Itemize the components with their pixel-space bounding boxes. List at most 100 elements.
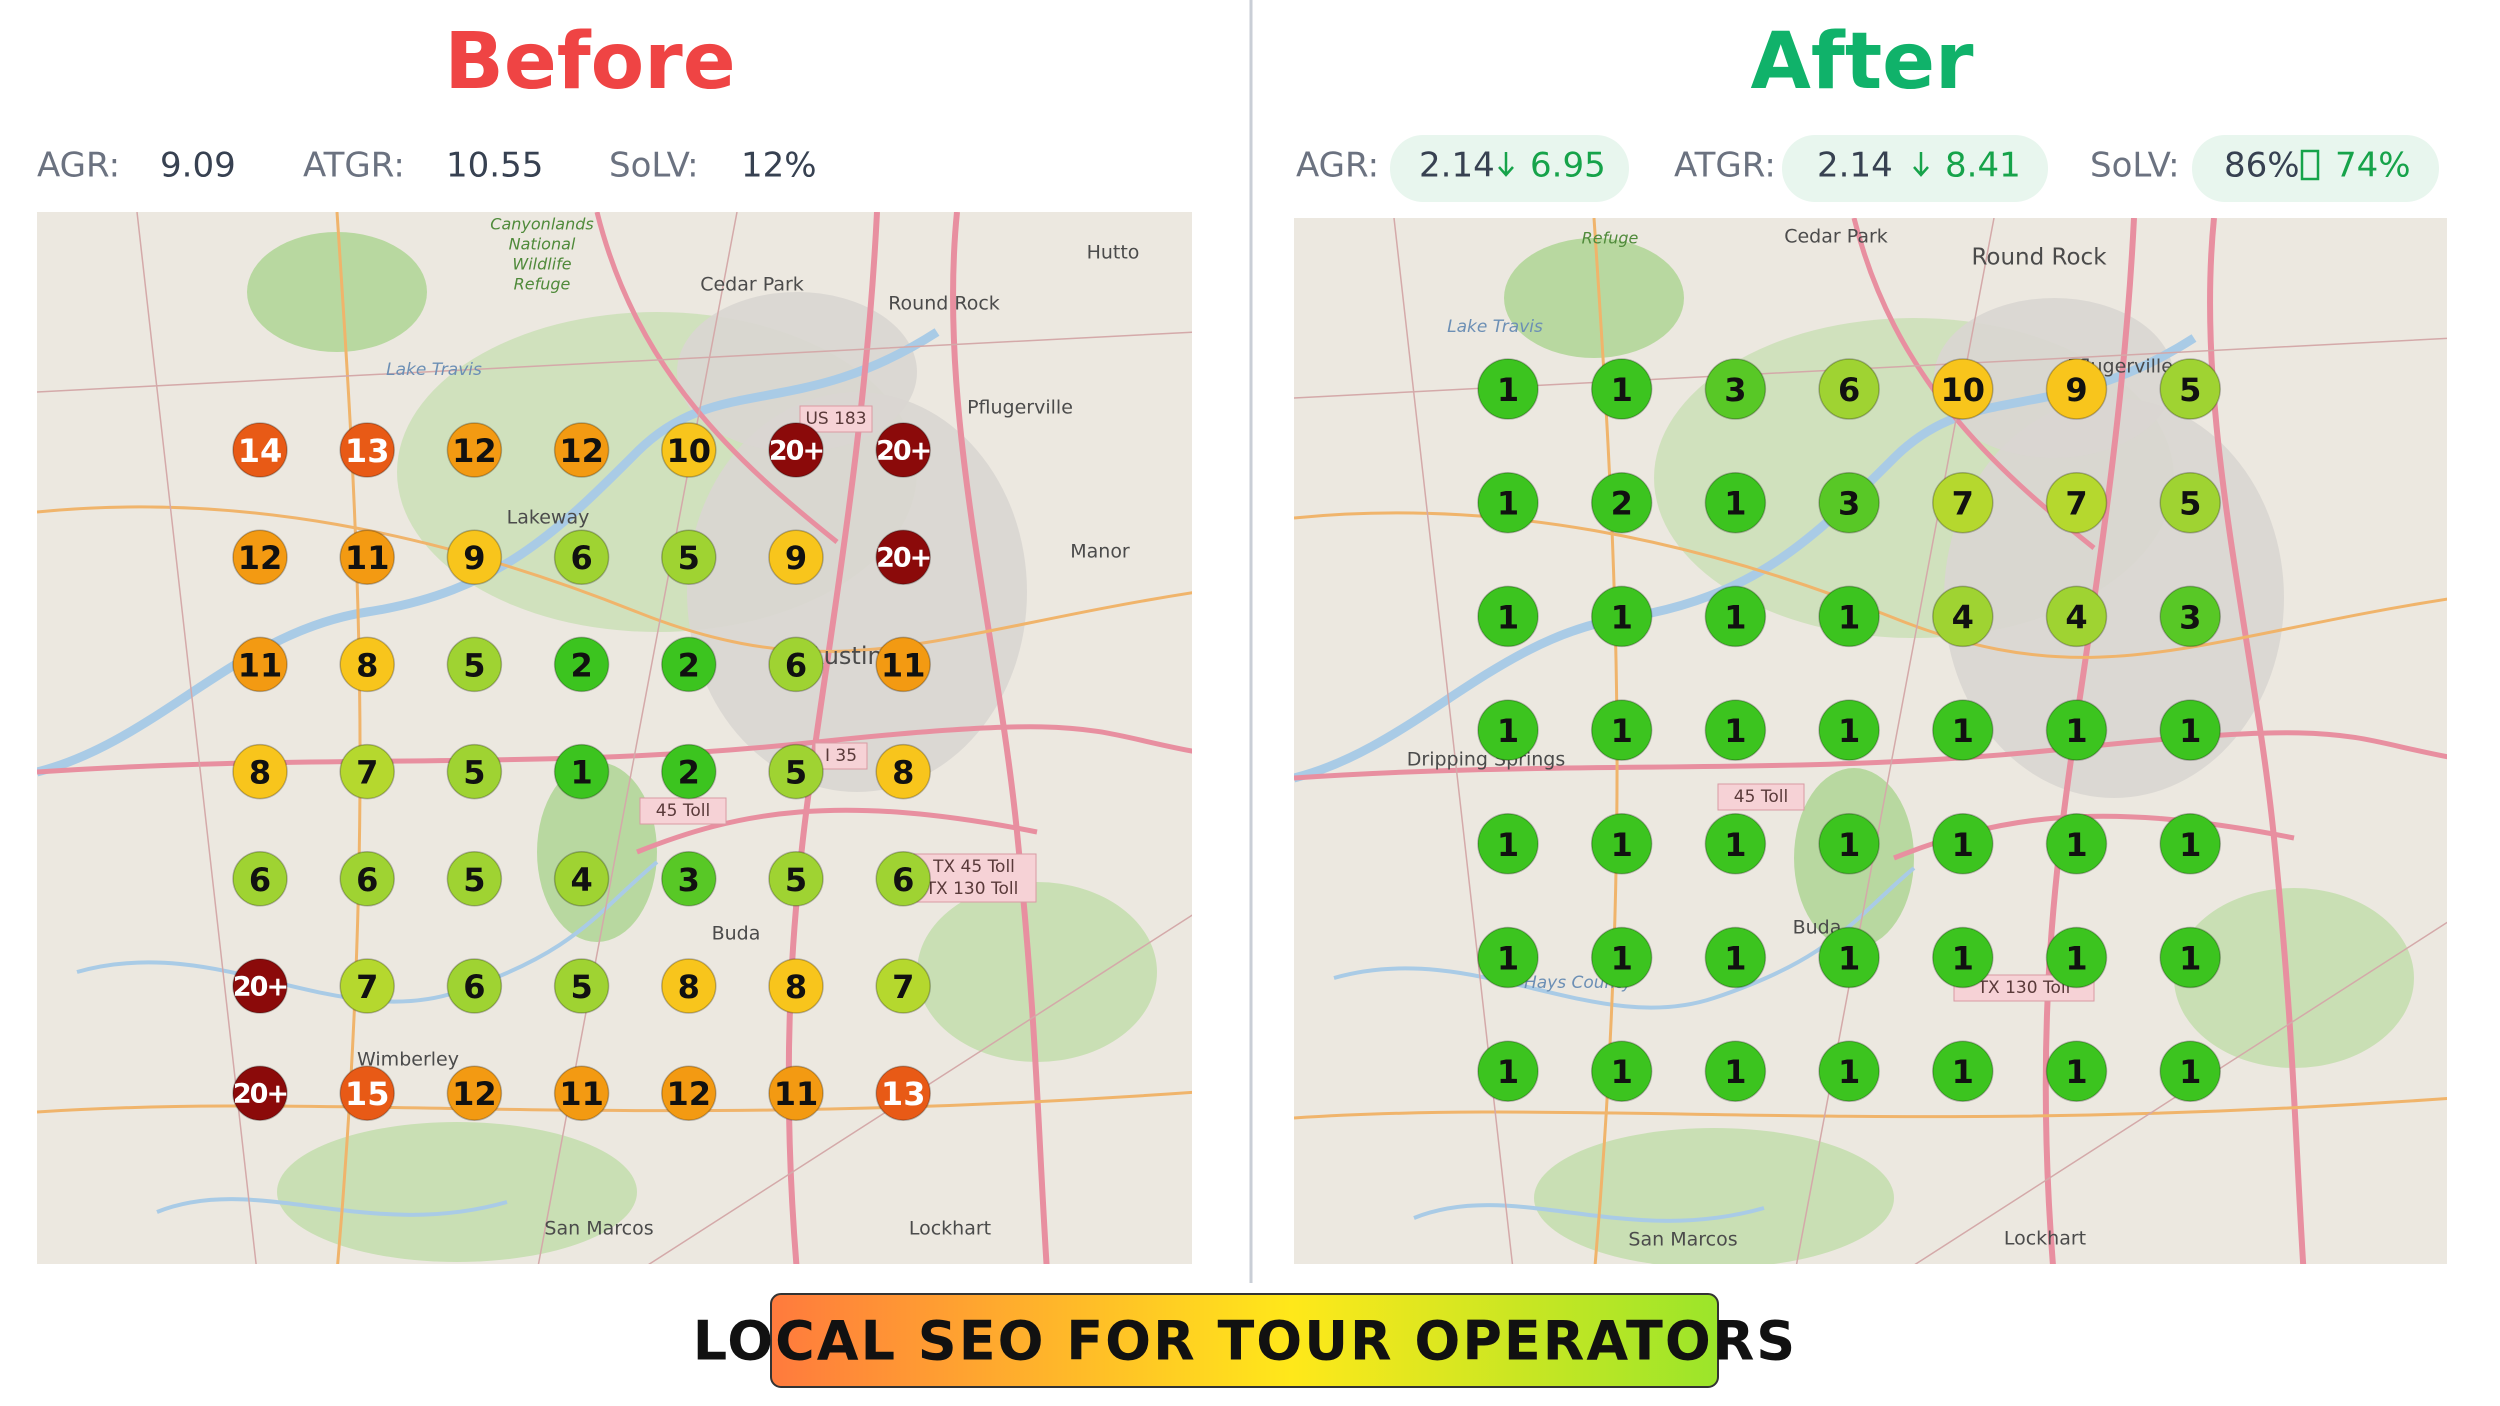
- rank-pin: [661, 422, 717, 478]
- rank-value: 3: [1838, 485, 1860, 523]
- rank-value: 1: [1952, 1053, 1974, 1091]
- rank-value: 11: [881, 646, 926, 684]
- rank-value: 1: [1952, 940, 1974, 978]
- rank-pin: [1477, 926, 1539, 989]
- rank-pin: [232, 851, 288, 907]
- rank-pin: [1932, 471, 1994, 534]
- rank-value: 9: [785, 539, 807, 577]
- rank-pin: [1477, 358, 1539, 420]
- rank-value: 1: [2065, 712, 2087, 750]
- rank-value: 1: [2179, 940, 2201, 978]
- rank-value: 13: [345, 432, 390, 470]
- rank-pin: [2159, 699, 2221, 761]
- rank-pin: [1818, 699, 1880, 761]
- rank-value: 1: [2065, 1053, 2087, 1091]
- rank-pin: [1704, 358, 1767, 420]
- rank-value: 6: [570, 539, 592, 577]
- rank-pin: [875, 743, 931, 800]
- rank-pin: [446, 1065, 503, 1121]
- metric-label: ATGR:: [303, 146, 405, 186]
- change-arrow: [1913, 152, 1929, 177]
- rank-value: 10: [1941, 371, 1986, 409]
- rank-value: 1: [1838, 826, 1860, 864]
- rank-pin: [232, 636, 288, 693]
- rank-pin: [1818, 1040, 1880, 1102]
- map-label: Lakeway: [507, 507, 590, 529]
- rank-pin: [1590, 926, 1653, 989]
- rank-pin: [2159, 471, 2221, 534]
- rank-pin: [1477, 813, 1539, 875]
- rank-pin: [1590, 358, 1653, 420]
- change-arrow: [1498, 152, 1514, 177]
- rank-pin: [553, 1065, 610, 1121]
- map-label: TX 45 Toll: [932, 857, 1015, 877]
- rank-pin: [446, 851, 503, 907]
- rank-pin: [553, 958, 610, 1014]
- rank-pin: [1932, 1040, 1994, 1102]
- rank-value: 5: [678, 539, 700, 577]
- rank-value: 12: [667, 1075, 712, 1113]
- rank-value: 8: [356, 646, 378, 684]
- rank-value: 10: [667, 432, 712, 470]
- map-label: San Marcos: [1628, 1229, 1737, 1251]
- map-label: Manor: [1070, 541, 1130, 563]
- rank-value: 14: [238, 432, 283, 470]
- map-label: Lake Travis: [386, 360, 482, 380]
- metric-label: AGR:: [1296, 146, 1379, 186]
- rank-pin: [1590, 1040, 1653, 1102]
- rank-pin: [1590, 699, 1653, 761]
- map-label: Cedar Park: [1784, 226, 1888, 248]
- rank-pin: [339, 636, 395, 693]
- rank-pin: [232, 958, 288, 1014]
- metric-pill: [2192, 135, 2439, 202]
- rank-pin: [661, 851, 717, 907]
- rank-pin: [1818, 926, 1880, 989]
- rank-pin: [1704, 471, 1767, 534]
- metric-value: 12%: [741, 146, 817, 186]
- rank-pin: [1590, 813, 1653, 875]
- rank-value: 6: [463, 968, 485, 1006]
- rank-pin: [339, 1065, 395, 1121]
- rank-value: 8: [249, 754, 271, 792]
- rank-pin: [446, 636, 503, 693]
- rank-pin: [1477, 585, 1539, 648]
- rank-value: 5: [570, 968, 592, 1006]
- rank-value: 1: [1724, 485, 1746, 523]
- rank-value: 5: [2179, 371, 2201, 409]
- rank-pin: [1477, 471, 1539, 534]
- rank-pin: [875, 422, 931, 478]
- rank-pin: [2159, 813, 2221, 875]
- rank-pin: [446, 422, 503, 478]
- rank-value: 4: [1952, 598, 1974, 636]
- map-label: Round Rock: [1971, 245, 2107, 271]
- rank-value: 1: [1838, 940, 1860, 978]
- rank-pin: [875, 851, 931, 907]
- map-label: US 183: [805, 409, 866, 429]
- rank-pin: [768, 1065, 824, 1121]
- rank-pin: [768, 422, 824, 478]
- rank-value: 20+: [876, 543, 930, 574]
- rank-pin: [661, 958, 717, 1014]
- rank-value: 1: [1724, 940, 1746, 978]
- map-label: TX 130 Toll: [1977, 978, 2071, 998]
- rank-value: 11: [238, 646, 283, 684]
- map-label: National: [509, 235, 576, 254]
- rank-value: 1: [1611, 598, 1633, 636]
- rank-pin: [2159, 585, 2221, 648]
- rank-pin: [2045, 813, 2108, 875]
- rank-value: 13: [881, 1075, 926, 1113]
- rank-grid: 1 1 3 6 10 9 5 1 2 1 3 7 7 5 1 1 1 1 4 4 3 1 1 1 1 1 1 1 1 1 1 1 1 1 1 1 1 1 1…: [1477, 358, 2221, 1102]
- rank-pin: [1704, 699, 1767, 761]
- rank-pin: [2045, 1040, 2108, 1102]
- rank-pin: [2045, 926, 2108, 989]
- map-label: Buda: [712, 923, 761, 945]
- rank-pin: [1590, 585, 1653, 648]
- rank-pin: [1704, 1040, 1767, 1102]
- map-label: Refuge: [514, 275, 571, 294]
- rank-pin: [2045, 471, 2108, 534]
- rank-value: 11: [345, 539, 390, 577]
- map-label: Cedar Park: [700, 274, 804, 296]
- rank-value: 2: [678, 754, 700, 792]
- before-map: Round Rock Pflugerville Cedar Park Hutto…: [37, 212, 1197, 1272]
